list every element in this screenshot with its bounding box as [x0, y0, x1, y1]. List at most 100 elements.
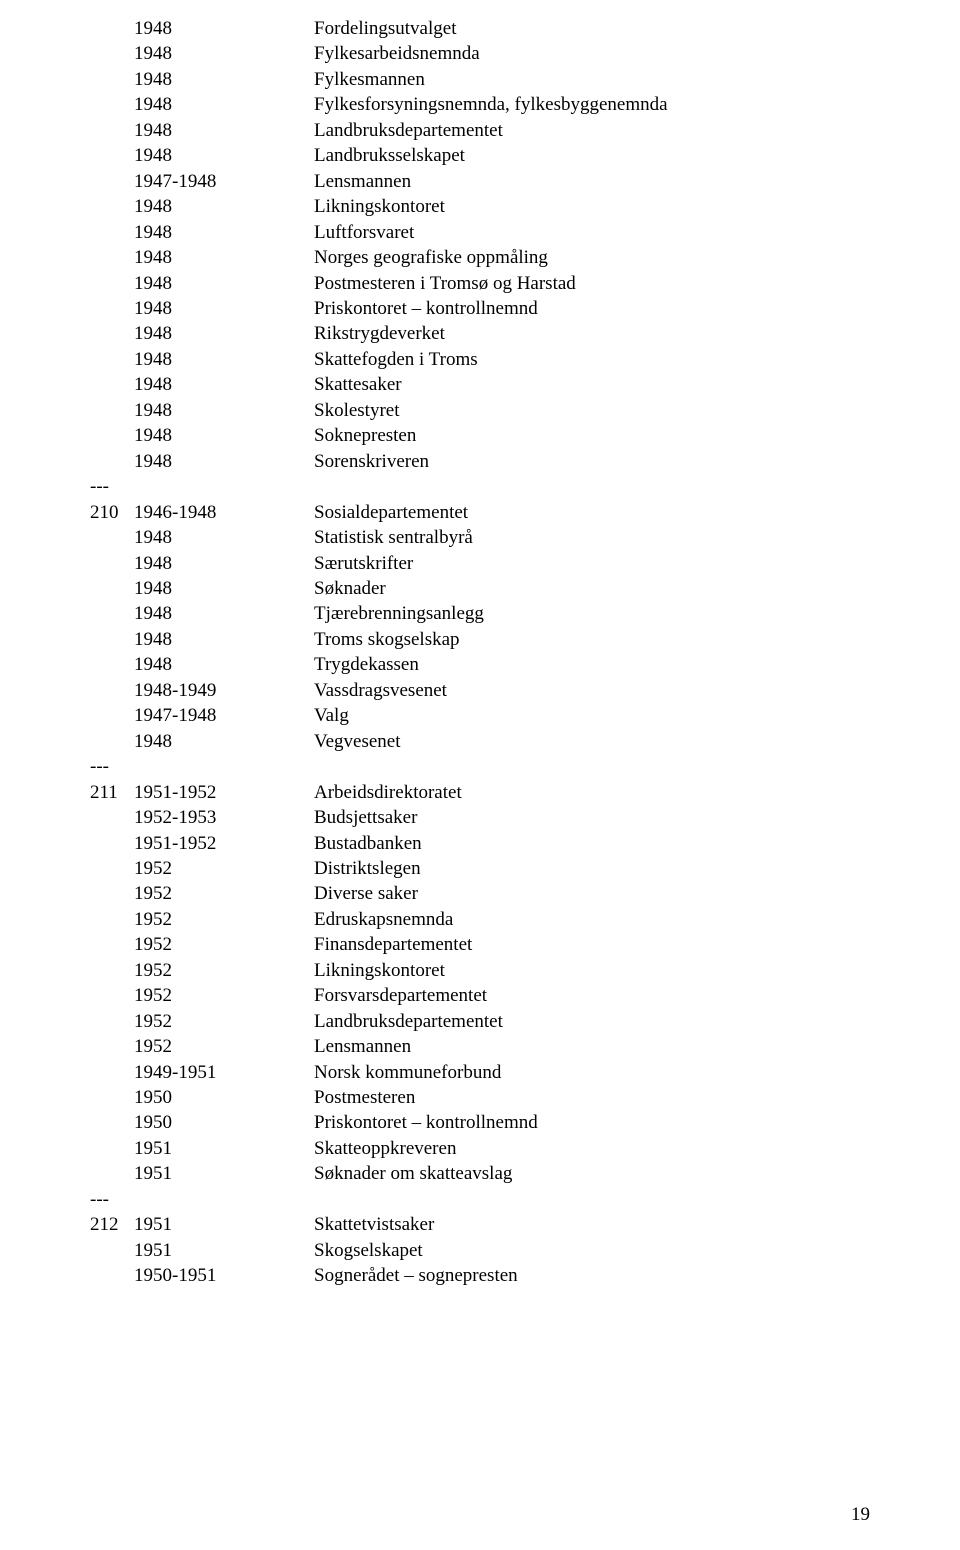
entry-row: 1948Tjærebrenningsanlegg — [90, 601, 870, 626]
entry-row: 1952Diverse saker — [90, 881, 870, 906]
entry-label: Lensmannen — [314, 169, 870, 194]
entry-row: 1948Landbruksselskapet — [90, 143, 870, 168]
entry-year: 1952 — [134, 856, 314, 881]
group-mark — [90, 576, 134, 601]
entry-row: 1948-1949Vassdragsvesenet — [90, 678, 870, 703]
entry-year: 1951 — [134, 1161, 314, 1186]
entry-label: Landbruksselskapet — [314, 143, 870, 168]
entry-year: 1951 — [134, 1212, 314, 1237]
entry-row: 1952Edruskapsnemnda — [90, 907, 870, 932]
entry-label: Skattetvistsaker — [314, 1212, 870, 1237]
entry-row: 1948Priskontoret – kontrollnemnd — [90, 296, 870, 321]
entry-year: 1952 — [134, 1034, 314, 1059]
entry-label: Skogselskapet — [314, 1238, 870, 1263]
entry-label: Valg — [314, 703, 870, 728]
entry-row: 1948Skolestyret — [90, 398, 870, 423]
group-mark — [90, 958, 134, 983]
entry-label: Søknader om skatteavslag — [314, 1161, 870, 1186]
entry-label: Tjærebrenningsanlegg — [314, 601, 870, 626]
entry-year: 1951 — [134, 1136, 314, 1161]
group-mark: 211 — [90, 780, 134, 805]
entry-row: 1952Likningskontoret — [90, 958, 870, 983]
entry-row: 1948Fylkesmannen — [90, 67, 870, 92]
entry-label: Diverse saker — [314, 881, 870, 906]
group-mark — [90, 907, 134, 932]
page-number: 19 — [851, 1504, 870, 1526]
entry-year: 1952 — [134, 932, 314, 957]
entry-label: Postmesteren — [314, 1085, 870, 1110]
entry-row: 1948Likningskontoret — [90, 194, 870, 219]
entry-year: 1948 — [134, 525, 314, 550]
entry-row: 1952-1953Budsjettsaker — [90, 805, 870, 830]
entry-row: 1951Skatteoppkreveren — [90, 1136, 870, 1161]
entry-row: 1949-1951Norsk kommuneforbund — [90, 1060, 870, 1085]
entry-label: Sognerådet – sognepresten — [314, 1263, 870, 1288]
entry-row: 1948Landbruksdepartementet — [90, 118, 870, 143]
entry-year: 1951-1952 — [134, 780, 314, 805]
entry-label: Priskontoret – kontrollnemnd — [314, 1110, 870, 1135]
entry-row: 1948Luftforsvaret — [90, 220, 870, 245]
entry-year: 1948 — [134, 423, 314, 448]
entry-label: Landbruksdepartementet — [314, 118, 870, 143]
group-mark — [90, 1110, 134, 1135]
group-mark — [90, 881, 134, 906]
entry-year: 1952 — [134, 958, 314, 983]
group-mark — [90, 41, 134, 66]
entry-label: Skolestyret — [314, 398, 870, 423]
entry-row: 1948Søknader — [90, 576, 870, 601]
group-mark — [90, 169, 134, 194]
entry-year: 1952 — [134, 1009, 314, 1034]
entry-label: Skattefogden i Troms — [314, 347, 870, 372]
entry-row: 1952Distriktslegen — [90, 856, 870, 881]
group-mark — [90, 983, 134, 1008]
entry-label: Sosialdepartementet — [314, 500, 870, 525]
entry-label: Forsvarsdepartementet — [314, 983, 870, 1008]
entry-year: 1952 — [134, 907, 314, 932]
entry-label: Særutskrifter — [314, 551, 870, 576]
entry-row: 1950Postmesteren — [90, 1085, 870, 1110]
entry-year: 1948 — [134, 194, 314, 219]
group-separator: --- — [90, 754, 870, 779]
entry-year: 1948-1949 — [134, 678, 314, 703]
entry-row: 1948Særutskrifter — [90, 551, 870, 576]
group-mark — [90, 118, 134, 143]
entry-year: 1951 — [134, 1238, 314, 1263]
entry-row: 1950Priskontoret – kontrollnemnd — [90, 1110, 870, 1135]
entry-year: 1948 — [134, 118, 314, 143]
group-mark — [90, 194, 134, 219]
group-mark — [90, 16, 134, 41]
entry-label: Landbruksdepartementet — [314, 1009, 870, 1034]
entry-year: 1948 — [134, 372, 314, 397]
entry-label: Likningskontoret — [314, 194, 870, 219]
entry-row: 1947-1948Valg — [90, 703, 870, 728]
entry-row: 1948Statistisk sentralbyrå — [90, 525, 870, 550]
entry-year: 1948 — [134, 576, 314, 601]
entry-list: 1948Fordelingsutvalget1948Fylkesarbeidsn… — [90, 16, 870, 1289]
group-mark — [90, 271, 134, 296]
group-mark — [90, 220, 134, 245]
entry-row: 1952Forsvarsdepartementet — [90, 983, 870, 1008]
group-mark — [90, 1085, 134, 1110]
entry-year: 1948 — [134, 271, 314, 296]
entry-label: Edruskapsnemnda — [314, 907, 870, 932]
entry-row: 1952Lensmannen — [90, 1034, 870, 1059]
entry-year: 1948 — [134, 41, 314, 66]
group-mark — [90, 678, 134, 703]
entry-year: 1948 — [134, 16, 314, 41]
entry-label: Fylkesarbeidsnemnda — [314, 41, 870, 66]
entry-label: Norsk kommuneforbund — [314, 1060, 870, 1085]
entry-label: Lensmannen — [314, 1034, 870, 1059]
entry-label: Budsjettsaker — [314, 805, 870, 830]
entry-year: 1948 — [134, 296, 314, 321]
group-mark — [90, 423, 134, 448]
entry-label: Priskontoret – kontrollnemnd — [314, 296, 870, 321]
entry-label: Fordelingsutvalget — [314, 16, 870, 41]
entry-label: Trygdekassen — [314, 652, 870, 677]
entry-row: 1951Skogselskapet — [90, 1238, 870, 1263]
entry-label: Soknepresten — [314, 423, 870, 448]
entry-row: 1948Skattefogden i Troms — [90, 347, 870, 372]
entry-label: Fylkesmannen — [314, 67, 870, 92]
entry-row: 2121951Skattetvistsaker — [90, 1212, 870, 1237]
group-mark — [90, 245, 134, 270]
entry-label: Likningskontoret — [314, 958, 870, 983]
